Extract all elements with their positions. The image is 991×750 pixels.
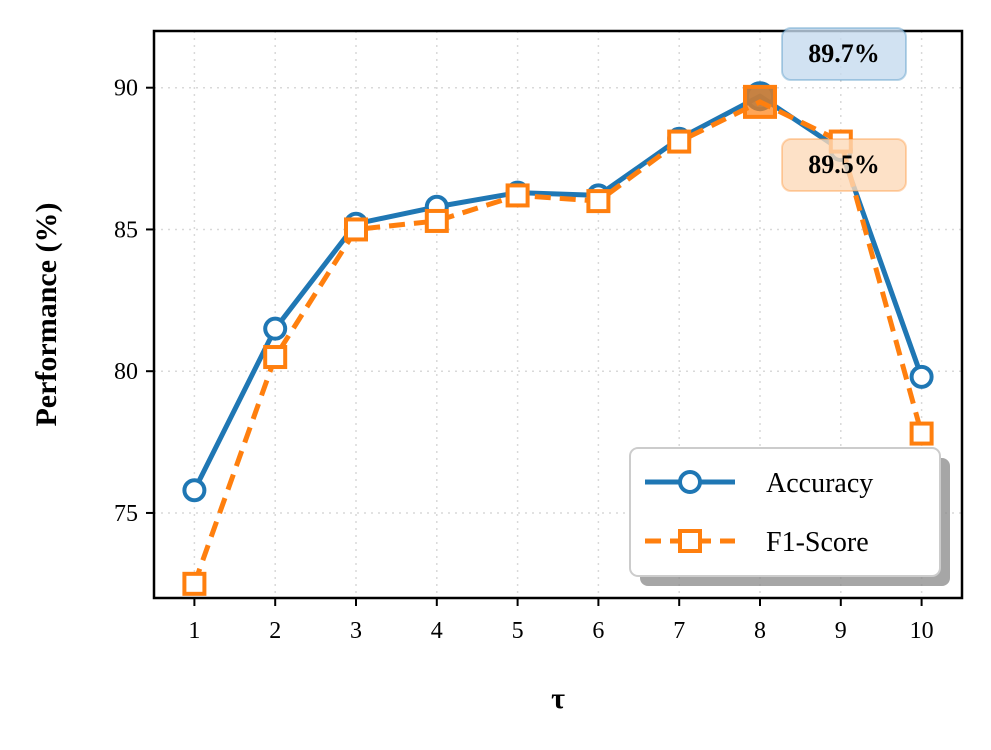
annotation-label: 89.5% <box>808 150 880 179</box>
legend-item: F1-Score <box>645 527 869 558</box>
annotation-accuracy: 89.7% <box>781 27 907 81</box>
x-tick-label: 1 <box>188 618 200 644</box>
data-point <box>344 217 368 242</box>
data-point <box>909 421 934 446</box>
data-point <box>667 129 692 154</box>
annotation-label: 89.7% <box>808 39 880 68</box>
annotation-box <box>781 27 907 81</box>
x-tick-label: 5 <box>512 618 524 644</box>
y-axis-title: Performance (%) <box>30 202 63 426</box>
annotations: 89.7% 89.5% <box>781 27 907 192</box>
x-tick-label: 8 <box>754 618 766 644</box>
legend-marker <box>678 470 702 494</box>
x-tick-label: 6 <box>592 618 604 644</box>
legend: Accuracy F1-Score <box>629 447 950 586</box>
annotation-box <box>781 138 907 192</box>
legend-label: F1-Score <box>766 527 869 558</box>
y-tick-label: 85 <box>114 217 138 243</box>
legend-label: Accuracy <box>766 468 873 499</box>
data-point <box>182 571 207 596</box>
x-tick-label: 10 <box>910 618 934 644</box>
legend-item: Accuracy <box>645 468 873 499</box>
x-tick-label: 7 <box>673 618 685 644</box>
annotation-f1-score: 89.5% <box>781 138 907 192</box>
x-tick-label: 2 <box>269 618 281 644</box>
y-tick-label: 80 <box>114 359 138 385</box>
data-point <box>743 84 777 119</box>
series-f1-score <box>182 84 934 596</box>
data-point <box>263 316 288 341</box>
axes: 1 2 3 4 5 6 7 8 9 10 75 80 85 90 <box>114 76 934 644</box>
data-point <box>909 364 934 389</box>
data-point <box>505 183 530 208</box>
x-tick-label: 4 <box>431 618 443 644</box>
data-point <box>586 189 611 214</box>
data-point <box>424 208 449 233</box>
series-line <box>192 93 924 492</box>
data-point <box>182 478 207 503</box>
x-axis-title: τ <box>551 682 565 715</box>
y-tick-label: 75 <box>114 501 138 527</box>
x-tick-label: 3 <box>350 618 362 644</box>
x-tick-label: 9 <box>835 618 847 644</box>
y-tick-label: 90 <box>114 76 138 102</box>
legend-marker <box>678 529 702 553</box>
series-layer <box>182 81 934 596</box>
plot-frame <box>152 29 964 600</box>
data-point <box>263 345 288 370</box>
